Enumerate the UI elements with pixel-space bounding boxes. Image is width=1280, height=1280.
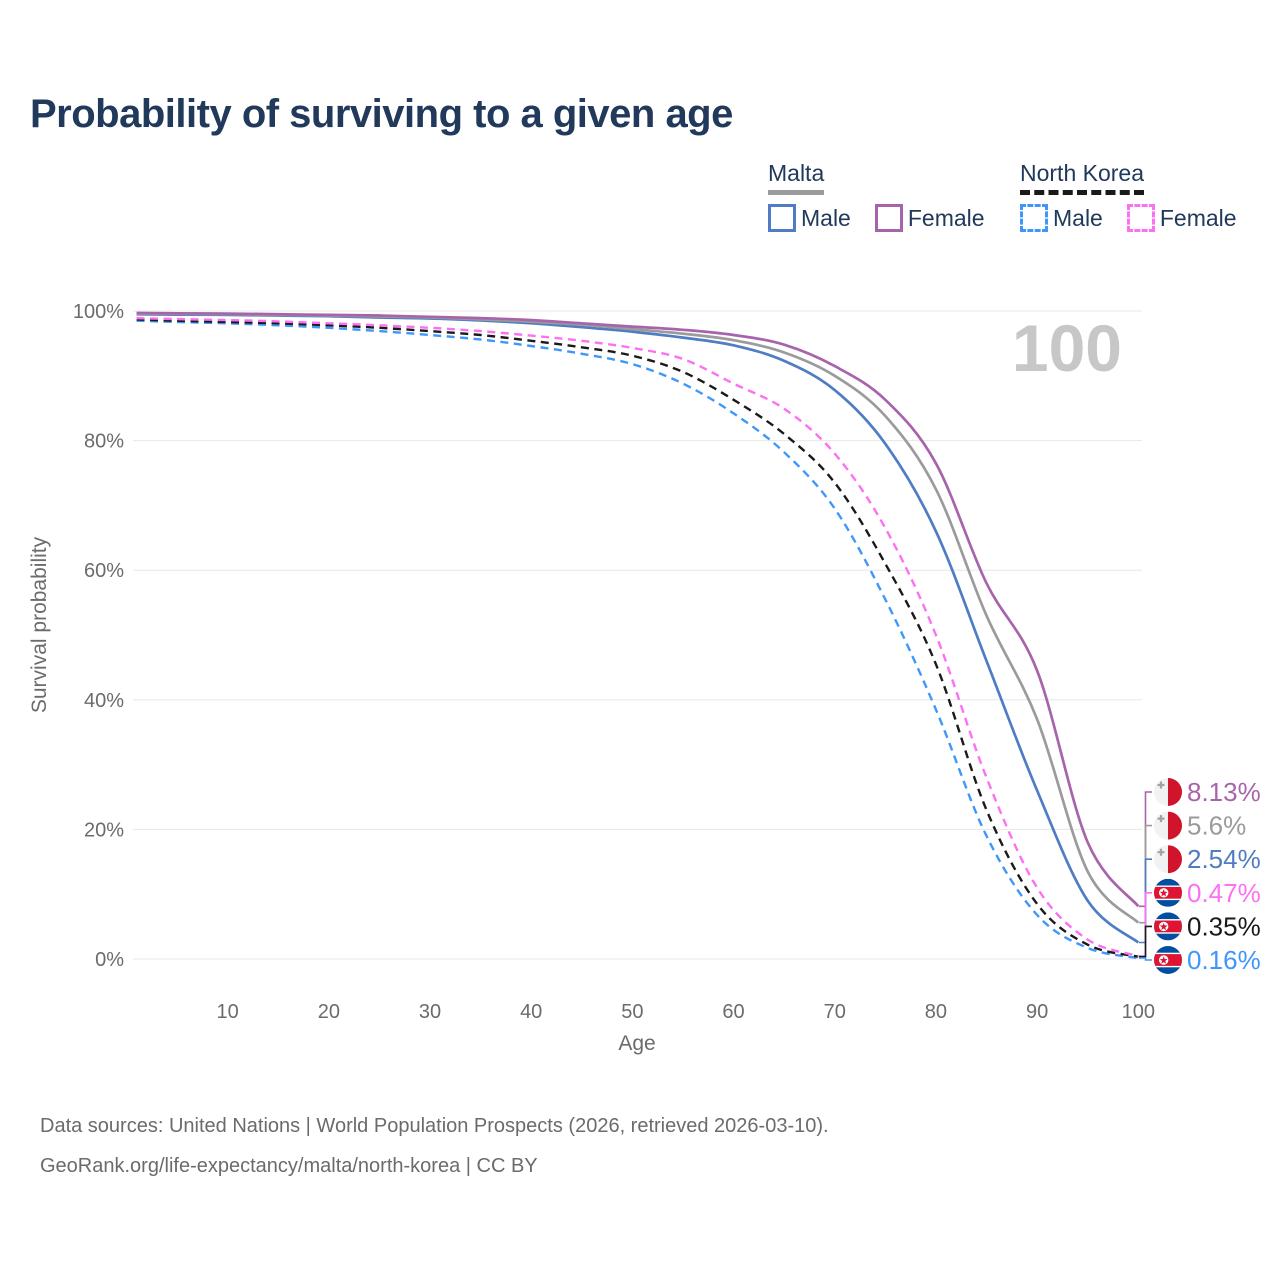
legend-group-malta: Malta Male Female bbox=[768, 160, 1009, 232]
y-tick-label: 60% bbox=[84, 560, 124, 582]
malta-red-half bbox=[1168, 811, 1182, 840]
x-tick-label: 10 bbox=[217, 1001, 239, 1023]
y-tick-label: 20% bbox=[84, 819, 124, 841]
end-value-label-malta-male: 2.54% bbox=[1187, 844, 1261, 874]
legend-item-malta-female[interactable]: Female bbox=[874, 204, 985, 232]
legend-group-north-korea: North Korea Male Female bbox=[1020, 160, 1261, 232]
malta-female-swatch-icon bbox=[874, 204, 903, 232]
malta-male-swatch-icon bbox=[768, 204, 796, 232]
grid-layer bbox=[133, 310, 1142, 960]
north-korea-male-swatch-icon bbox=[1020, 204, 1048, 232]
axis-layer: 0% 20% 40% 60% 80% 100% 10 20 30 40 50 60 70 80 90 100 A… bbox=[28, 301, 1155, 1055]
nk-star-icon bbox=[1159, 956, 1168, 964]
end-label-connector bbox=[1139, 925, 1152, 958]
nk-star-icon bbox=[1159, 889, 1168, 897]
x-tick-label: 50 bbox=[621, 1001, 643, 1023]
y-tick-label: 40% bbox=[84, 690, 124, 712]
x-tick-label: 40 bbox=[520, 1001, 542, 1023]
x-tick-label: 20 bbox=[318, 1001, 340, 1023]
y-tick-label: 80% bbox=[84, 431, 124, 453]
curve-malta-average[interactable] bbox=[136, 312, 1140, 924]
curve-malta-male[interactable] bbox=[136, 312, 1140, 944]
footer: Data sources: United Nations | World Pop… bbox=[40, 1106, 829, 1186]
page-title: Probability of surviving to a given age bbox=[30, 92, 733, 136]
y-axis-title: Survival probability bbox=[28, 536, 51, 713]
footer-sources: Data sources: United Nations | World Pop… bbox=[40, 1115, 829, 1137]
x-tick-label: 90 bbox=[1026, 1001, 1048, 1023]
footer-link: GeoRank.org/life-expectancy/malta/north-… bbox=[40, 1155, 538, 1177]
end-value-label-north-korea-female: 0.47% bbox=[1187, 878, 1261, 908]
legend-label: Male bbox=[1053, 204, 1103, 231]
legend-label: Female bbox=[907, 204, 985, 231]
end-value-label-malta-female: 8.13% bbox=[1187, 777, 1261, 807]
legend-item-north-korea-male[interactable]: Male bbox=[1020, 204, 1103, 232]
end-value-label-malta-average: 5.6% bbox=[1187, 811, 1246, 841]
legend-country-malta[interactable]: Malta bbox=[768, 160, 825, 195]
legend-country-north-korea[interactable]: North Korea bbox=[1020, 160, 1145, 195]
x-tick-label: 70 bbox=[824, 1001, 846, 1023]
curve-layer bbox=[136, 311, 1140, 960]
curve-north-korea-female[interactable] bbox=[136, 316, 1139, 958]
curve-malta-female[interactable] bbox=[136, 311, 1140, 908]
x-tick-label: 30 bbox=[419, 1001, 441, 1023]
watermark-layer: 100 bbox=[1012, 311, 1122, 385]
curve-north-korea-male[interactable] bbox=[136, 319, 1139, 960]
end-value-label-north-korea-average: 0.35% bbox=[1187, 911, 1261, 941]
x-axis-title: Age bbox=[618, 1032, 655, 1055]
malta-flag-icon bbox=[1154, 811, 1182, 840]
x-tick-label: 100 bbox=[1122, 1001, 1155, 1023]
end-value-label-north-korea-male: 0.16% bbox=[1187, 945, 1261, 975]
malta-flag-icon bbox=[1154, 778, 1182, 806]
malta-red-half bbox=[1168, 778, 1182, 806]
y-tick-label: 0% bbox=[95, 949, 124, 971]
north-korea-female-swatch-icon bbox=[1126, 204, 1155, 232]
x-tick-label: 60 bbox=[722, 1001, 744, 1023]
north-korea-flag-icon bbox=[1154, 878, 1182, 907]
y-tick-label: 100% bbox=[73, 301, 124, 323]
legend-item-malta-male[interactable]: Male bbox=[768, 204, 851, 232]
nk-star-icon bbox=[1159, 922, 1168, 931]
legend-label: Male bbox=[801, 204, 851, 231]
legend-item-north-korea-female[interactable]: Female bbox=[1126, 204, 1237, 232]
age-indicator-watermark: 100 bbox=[1012, 311, 1122, 385]
malta-flag-icon bbox=[1154, 845, 1182, 874]
malta-red-half bbox=[1168, 845, 1182, 874]
curve-north-korea-average[interactable] bbox=[136, 318, 1139, 958]
north-korea-flag-icon bbox=[1154, 912, 1182, 941]
end-label-connector bbox=[1139, 957, 1152, 961]
x-tick-label: 80 bbox=[925, 1001, 947, 1023]
end-label-layer: 8.13% 5.6%2.54% 0.47%0.35% 0.16% bbox=[1139, 777, 1261, 975]
legend-label: Female bbox=[1159, 204, 1237, 231]
north-korea-flag-icon bbox=[1154, 946, 1182, 974]
